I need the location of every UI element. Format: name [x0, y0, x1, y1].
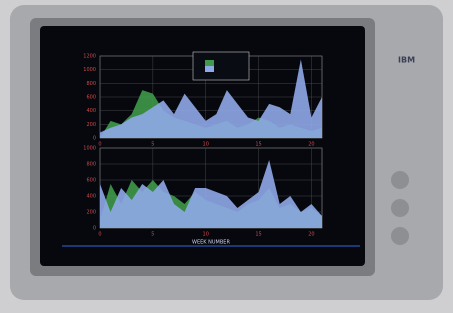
brand-logo: IBM: [398, 56, 415, 65]
y-tick-label: 1000: [83, 146, 96, 152]
x-tick-label: 20: [308, 232, 314, 238]
y-tick-label: 400: [86, 108, 96, 114]
y-tick-label: 0: [93, 226, 96, 232]
y-tick-label: 800: [86, 162, 96, 168]
x-tick-label: 15: [255, 232, 261, 238]
y-tick-label: 400: [86, 194, 96, 200]
x-tick-label: 15: [255, 142, 261, 148]
x-tick-label: 20: [308, 142, 314, 148]
y-tick-label: 600: [86, 178, 96, 184]
y-tick-label: 200: [86, 122, 96, 128]
x-axis-label: WEEK NUMBER: [192, 240, 230, 246]
legend-swatch: [205, 66, 214, 72]
legend-swatch: [205, 60, 214, 66]
x-tick-label: 0: [98, 142, 101, 148]
photo: IBM 020040060080010001200051015200200400…: [0, 0, 453, 313]
knob: [391, 199, 409, 217]
x-tick-label: 0: [98, 232, 101, 238]
legend-box: [193, 52, 249, 80]
y-tick-label: 0: [93, 136, 96, 142]
y-tick-label: 200: [86, 210, 96, 216]
x-tick-label: 5: [151, 232, 154, 238]
knob: [391, 227, 409, 245]
y-tick-label: 800: [86, 81, 96, 87]
knob: [391, 171, 409, 189]
x-tick-label: 5: [151, 142, 154, 148]
x-tick-label: 10: [203, 232, 209, 238]
y-tick-label: 600: [86, 95, 96, 101]
y-tick-label: 1000: [83, 67, 96, 73]
y-tick-label: 1200: [83, 54, 96, 60]
x-tick-label: 10: [203, 142, 209, 148]
